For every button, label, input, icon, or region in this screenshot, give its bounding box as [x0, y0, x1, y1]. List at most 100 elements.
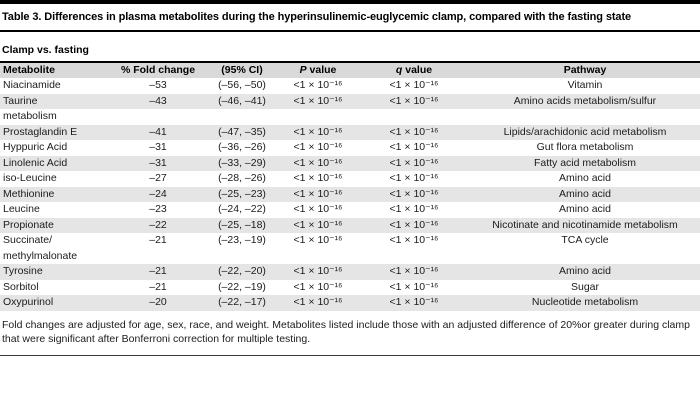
- cell-p-value: <1 × 10⁻¹⁶: [293, 203, 343, 215]
- cell-ci: (–47, –35): [218, 125, 266, 138]
- cell-q-value: <1 × 10⁻¹⁶: [389, 172, 439, 184]
- table-row: Niacinamide –53 (–56, –50) <1 × 10⁻¹⁶ <1…: [0, 78, 700, 94]
- table-row-continuation: metabolism: [0, 109, 700, 125]
- cell-p-value: <1 × 10⁻¹⁶: [293, 172, 343, 184]
- cell-p-value: <1 × 10⁻¹⁶: [293, 125, 343, 138]
- table-row: Oxypurinol –20 (–22, –17) <1 × 10⁻¹⁶ <1 …: [0, 295, 700, 311]
- cell-p-value: <1 × 10⁻¹⁶: [293, 141, 343, 153]
- cell-q-value: <1 × 10⁻¹⁶: [389, 203, 439, 215]
- table-row: Linolenic Acid –31 (–33, –29) <1 × 10⁻¹⁶…: [0, 155, 700, 171]
- table-row: Propionate –22 (–25, –18) <1 × 10⁻¹⁶ <1 …: [0, 217, 700, 233]
- table-top-border: [0, 0, 700, 4]
- cell-fold-change: –23: [149, 203, 167, 215]
- column-header-q-value: q value: [395, 64, 433, 76]
- cell-fold-change: –24: [149, 187, 167, 200]
- table-bottom-border: [0, 354, 700, 356]
- cell-p-value: <1 × 10⁻¹⁶: [293, 94, 343, 107]
- cell-pathway: Amino acid: [559, 187, 611, 200]
- cell-p-value: <1 × 10⁻¹⁶: [293, 234, 343, 246]
- cell-pathway: TCA cycle: [561, 234, 609, 246]
- cell-ci: (–23, –19): [218, 234, 266, 246]
- cell-pathway: Lipids/arachidonic acid metabolism: [503, 125, 667, 138]
- table-header-row: Metabolite % Fold change (95% CI) P valu…: [0, 63, 700, 78]
- cell-p-value: <1 × 10⁻¹⁶: [293, 187, 343, 200]
- column-header-p-value: P value: [299, 64, 337, 76]
- table-row: Prostaglandin E –41 (–47, –35) <1 × 10⁻¹…: [0, 124, 700, 140]
- cell-ci: (–22, –19): [218, 280, 266, 293]
- cell-fold-change: –31: [149, 156, 167, 169]
- cell-pathway: Nicotinate and nicotinamide metabolism: [492, 218, 678, 231]
- cell-q-value: <1 × 10⁻¹⁶: [389, 141, 439, 153]
- cell-pathway: Amino acid: [559, 172, 611, 184]
- cell-metabolite: Hyppuric Acid: [3, 141, 68, 153]
- cell-metabolite: iso-Leucine: [3, 172, 57, 184]
- cell-metabolite: Methionine: [3, 187, 55, 200]
- table-body: Niacinamide –53 (–56, –50) <1 × 10⁻¹⁶ <1…: [0, 78, 700, 311]
- table-row: Sorbitol –21 (–22, –19) <1 × 10⁻¹⁶ <1 × …: [0, 280, 700, 296]
- cell-p-value: <1 × 10⁻¹⁶: [293, 280, 343, 293]
- cell-p-value: <1 × 10⁻¹⁶: [293, 156, 343, 169]
- cell-ci: [206, 249, 278, 265]
- column-header-metabolite: Metabolite: [3, 64, 55, 76]
- cell-metabolite: Niacinamide: [3, 79, 61, 91]
- cell-fold-change: –20: [149, 296, 167, 308]
- cell-pathway: Amino acid: [559, 203, 611, 215]
- cell-p-value: <1 × 10⁻¹⁶: [293, 79, 343, 91]
- cell-metabolite: methylmalonate: [3, 249, 78, 262]
- cell-fold-change: –22: [149, 218, 167, 231]
- cell-fold-change: [110, 109, 206, 125]
- cell-metabolite: Sorbitol: [3, 280, 39, 293]
- cell-q-value: <1 × 10⁻¹⁶: [389, 296, 439, 308]
- cell-metabolite: Taurine: [3, 94, 38, 107]
- table-row: Methionine –24 (–25, –23) <1 × 10⁻¹⁶ <1 …: [0, 186, 700, 202]
- table-row: Succinate/ –21 (–23, –19) <1 × 10⁻¹⁶ <1 …: [0, 233, 700, 249]
- cell-pathway: Vitamin: [567, 79, 603, 91]
- table-row: Taurine –43 (–46, –41) <1 × 10⁻¹⁶ <1 × 1…: [0, 93, 700, 109]
- table-row: iso-Leucine –27 (–28, –26) <1 × 10⁻¹⁶ <1…: [0, 171, 700, 187]
- cell-ci: (–36, –26): [218, 141, 266, 153]
- cell-q-value: <1 × 10⁻¹⁶: [389, 125, 439, 138]
- cell-metabolite: Propionate: [3, 218, 54, 231]
- cell-fold-change: –21: [149, 234, 167, 246]
- cell-pathway: Amino acids metabolism/sulfur: [513, 94, 657, 107]
- cell-ci: (–24, –22): [218, 203, 266, 215]
- cell-fold-change: –31: [149, 141, 167, 153]
- cell-q-value: [358, 109, 470, 125]
- cell-metabolite: metabolism: [3, 110, 57, 122]
- cell-fold-change: –41: [149, 125, 167, 138]
- table-row: Tyrosine –21 (–22, –20) <1 × 10⁻¹⁶ <1 × …: [0, 264, 700, 280]
- cell-pathway: Nucleotide metabolism: [531, 296, 639, 308]
- cell-fold-change: –27: [149, 172, 167, 184]
- cell-metabolite: Tyrosine: [3, 265, 43, 277]
- table-row: Leucine –23 (–24, –22) <1 × 10⁻¹⁶ <1 × 1…: [0, 202, 700, 218]
- cell-fold-change: –43: [149, 94, 167, 107]
- cell-pathway: Fatty acid metabolism: [533, 156, 637, 169]
- cell-pathway: Sugar: [570, 280, 600, 293]
- cell-ci: (–25, –23): [218, 187, 266, 200]
- column-header-pathway: Pathway: [563, 64, 607, 76]
- cell-fold-change: [110, 249, 206, 265]
- cell-p-value: <1 × 10⁻¹⁶: [293, 265, 343, 277]
- cell-q-value: [358, 249, 470, 265]
- cell-p-value: <1 × 10⁻¹⁶: [293, 296, 343, 308]
- cell-ci: (–22, –17): [218, 296, 266, 308]
- cell-q-value: <1 × 10⁻¹⁶: [389, 156, 439, 169]
- cell-q-value: <1 × 10⁻¹⁶: [389, 218, 439, 231]
- cell-p-value: [278, 249, 358, 265]
- cell-metabolite: Succinate/: [3, 234, 53, 246]
- cell-ci: (–46, –41): [218, 94, 266, 107]
- cell-ci: (–33, –29): [218, 156, 266, 169]
- table-footnote: Fold changes are adjusted for age, sex, …: [2, 318, 690, 345]
- cell-q-value: <1 × 10⁻¹⁶: [389, 280, 439, 293]
- cell-ci: (–25, –18): [218, 218, 266, 231]
- cell-p-value: [278, 109, 358, 125]
- cell-pathway: [470, 109, 700, 125]
- cell-fold-change: –21: [149, 265, 167, 277]
- title-divider: [0, 30, 700, 32]
- header-divider: [0, 61, 700, 63]
- cell-q-value: <1 × 10⁻¹⁶: [389, 265, 439, 277]
- cell-q-value: <1 × 10⁻¹⁶: [389, 94, 439, 107]
- cell-ci: (–28, –26): [218, 172, 266, 184]
- cell-ci: [206, 109, 278, 125]
- cell-q-value: <1 × 10⁻¹⁶: [389, 234, 439, 246]
